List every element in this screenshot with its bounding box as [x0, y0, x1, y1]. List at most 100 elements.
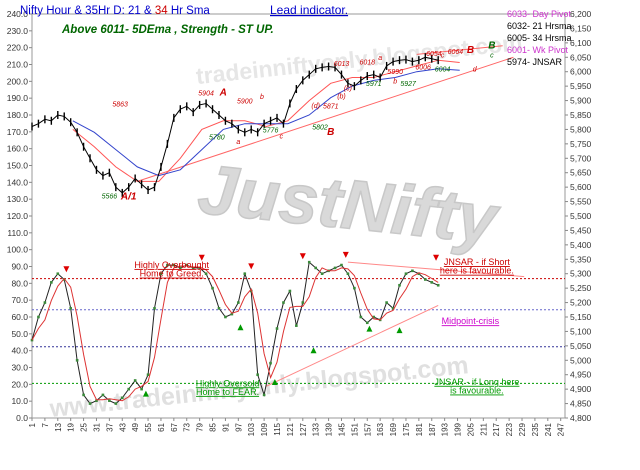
- annotation-label: d: [473, 67, 478, 74]
- annotation-label: c: [280, 134, 284, 141]
- y-right-tick-label: 6,200: [570, 9, 592, 19]
- down-arrow-icon: [299, 253, 306, 260]
- sma34-line: [72, 68, 460, 177]
- oscillator-point: [398, 283, 401, 287]
- trendlines: [137, 45, 525, 387]
- oscillator-point: [172, 263, 176, 267]
- horizontal-levels: [32, 278, 565, 384]
- annotation-label: A: [219, 87, 227, 98]
- x-tick-label: 145: [337, 422, 346, 436]
- annotation-label: 6054: [426, 51, 442, 58]
- legend-entry: 6005- 34 Hrsma: [507, 33, 572, 43]
- x-tick-label: 247: [557, 422, 566, 436]
- oscillator-point: [101, 393, 105, 397]
- y-right-tick-label: 6,000: [570, 67, 592, 77]
- x-tick-label: 175: [402, 422, 411, 436]
- x-tick-label: 235: [531, 422, 540, 436]
- y-left-tick-label: 170.0: [7, 127, 29, 137]
- annotation-label: 6004: [435, 67, 451, 74]
- oscillator-point: [159, 272, 163, 276]
- x-tick-label: 181: [415, 422, 424, 436]
- y-right-tick-label: 5,900: [570, 96, 592, 106]
- oscillator-point: [391, 307, 395, 310]
- y-right-tick-label: 5,400: [570, 240, 592, 250]
- y-left-tick-label: 70.0: [11, 295, 28, 305]
- x-tick-label: 211: [479, 422, 488, 435]
- annotation-label: 5900: [237, 98, 253, 105]
- x-tick-label: 187: [428, 422, 437, 436]
- oscillator-point: [153, 307, 156, 310]
- y-right-tick-label: 5,300: [570, 269, 592, 279]
- note-label: JNSAR - if Long here: [434, 377, 519, 387]
- annotation-label: 5990: [387, 69, 403, 76]
- y-left-tick-label: 90.0: [11, 262, 28, 272]
- x-tick-label: 37: [105, 422, 114, 431]
- x-tick-label: 193: [441, 422, 450, 436]
- oscillator-point: [146, 373, 150, 377]
- x-tick-label: 103: [247, 422, 256, 436]
- annotation-label: c: [490, 52, 494, 59]
- y-left-tick-label: 240.0: [7, 9, 29, 19]
- trendline-0: [137, 56, 514, 182]
- y-left-tick-label: 200.0: [7, 76, 29, 86]
- oscillator-point: [37, 315, 40, 319]
- oscillator-point: [365, 321, 369, 325]
- y-right-tick-label: 5,000: [570, 355, 592, 365]
- annotation-label: B: [467, 45, 474, 56]
- annotation-label: c: [441, 52, 445, 59]
- legend-entry: 6033- Day Pivot: [507, 9, 572, 19]
- annotation-label: 6018: [359, 60, 375, 67]
- oscillator-point: [237, 301, 240, 304]
- oscillator-point: [340, 263, 343, 267]
- oscillator-point: [133, 379, 137, 382]
- oscillator-point: [127, 387, 131, 391]
- y-right-tick-label: 5,950: [570, 81, 592, 91]
- y-right-tick-label: 5,650: [570, 168, 592, 178]
- oscillator-point: [114, 402, 118, 405]
- oscillator-point: [282, 301, 285, 304]
- oscillator-point: [185, 263, 189, 267]
- oscillator-point: [43, 301, 47, 304]
- up-arrow-icon: [396, 327, 403, 334]
- x-tick-label: 223: [505, 422, 514, 436]
- annotation-label: 6013: [334, 61, 350, 68]
- oscillator-series: [30, 260, 440, 405]
- y-right-tick-label: 5,600: [570, 182, 592, 192]
- x-tick-label: 151: [350, 422, 359, 436]
- annotation-label: 6064: [448, 49, 464, 56]
- y-left-tick-label: 190.0: [7, 93, 29, 103]
- annotation-label: a: [236, 139, 240, 146]
- oscillator-point: [56, 272, 60, 276]
- trendline-3: [416, 45, 503, 55]
- x-tick-label: 19: [67, 422, 76, 431]
- note-label: Home to Greed.: [140, 269, 204, 279]
- up-arrow-icon: [237, 324, 244, 331]
- y-right-tick-label: 5,700: [570, 153, 592, 163]
- legend: 6033- Day Pivot 6032- 21 Hrsma 6005- 34 Hr…: [507, 9, 572, 67]
- down-arrow-icon: [342, 251, 349, 258]
- up-arrow-icon: [310, 347, 317, 354]
- x-tick-label: 49: [131, 422, 140, 431]
- y-left-tick-label: 110.0: [7, 228, 28, 238]
- y-left-tick-label: 50.0: [11, 329, 28, 339]
- title-block: Nifty Hour & 35Hr D: 21 & 34 Hr Sma Lead…: [20, 3, 348, 36]
- note-label: Midpoint-crisis: [442, 316, 500, 326]
- oscillator-signal-line: [31, 265, 439, 402]
- oscillator-point: [50, 281, 53, 284]
- plot-area: [31, 13, 566, 419]
- down-arrow-icon: [433, 254, 440, 261]
- y-left-tick-label: 220.0: [7, 43, 29, 53]
- y-left-tick-label: 180.0: [7, 110, 29, 120]
- y-right-tick-label: 5,050: [570, 341, 592, 351]
- y-right-tick-label: 5,150: [570, 312, 592, 322]
- legend-entry: 6032- 21 Hrsma: [507, 21, 572, 31]
- oscillator-point: [269, 361, 272, 365]
- down-arrow-icon: [63, 266, 70, 273]
- lead-indicator-label: Lead indicator.: [270, 3, 348, 17]
- annotation-label: (c): [344, 85, 352, 92]
- annotation-label: b: [393, 78, 397, 85]
- x-tick-label: 13: [54, 422, 63, 431]
- note-label: here is favourable.: [440, 266, 514, 276]
- x-tick-label: 133: [312, 422, 321, 436]
